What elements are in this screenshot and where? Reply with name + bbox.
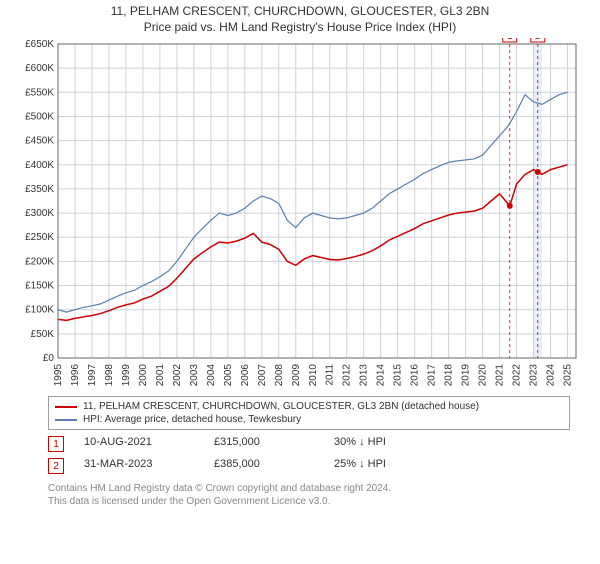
- legend: 11, PELHAM CRESCENT, CHURCHDOWN, GLOUCES…: [48, 396, 570, 430]
- svg-text:2: 2: [535, 38, 541, 42]
- svg-text:2003: 2003: [189, 364, 200, 387]
- svg-text:£650K: £650K: [25, 39, 54, 50]
- svg-text:£300K: £300K: [25, 208, 54, 219]
- svg-text:2023: 2023: [529, 364, 540, 387]
- footer-text: Contains HM Land Registry data © Crown c…: [48, 482, 570, 508]
- legend-label: HPI: Average price, detached house, Tewk…: [83, 414, 301, 425]
- svg-text:2010: 2010: [308, 364, 319, 387]
- svg-text:2005: 2005: [223, 364, 234, 387]
- svg-text:2013: 2013: [359, 364, 370, 387]
- svg-text:2017: 2017: [427, 364, 438, 387]
- annotation-table: 1 10-AUG-2021£315,00030% ↓ HPI 2 31-MAR-202…: [48, 436, 570, 474]
- svg-text:2018: 2018: [444, 364, 455, 387]
- svg-text:£250K: £250K: [25, 232, 54, 243]
- svg-text:2019: 2019: [461, 364, 472, 387]
- svg-text:2016: 2016: [410, 364, 421, 387]
- svg-text:2015: 2015: [393, 364, 404, 387]
- chart-title: 11, PELHAM CRESCENT, CHURCHDOWN, GLOUCES…: [0, 4, 600, 18]
- legend-row: 11, PELHAM CRESCENT, CHURCHDOWN, GLOUCES…: [55, 400, 563, 413]
- footer-line-1: Contains HM Land Registry data © Crown c…: [48, 482, 570, 495]
- chart-subtitle: Price paid vs. HM Land Registry's House …: [0, 20, 600, 34]
- svg-text:1998: 1998: [104, 364, 115, 387]
- chart-area: £0 £50K £100K £150K £200K £250K £300K £350K £400…: [10, 38, 590, 388]
- svg-text:£0: £0: [43, 353, 55, 364]
- svg-text:£450K: £450K: [25, 136, 54, 147]
- svg-text:1: 1: [507, 38, 513, 42]
- svg-text:1996: 1996: [70, 364, 81, 387]
- svg-text:£200K: £200K: [25, 256, 54, 267]
- svg-text:2006: 2006: [240, 364, 251, 387]
- svg-text:£100K: £100K: [25, 305, 54, 316]
- svg-text:£150K: £150K: [25, 281, 54, 292]
- svg-text:2008: 2008: [274, 364, 285, 387]
- legend-label: 11, PELHAM CRESCENT, CHURCHDOWN, GLOUCES…: [83, 401, 479, 412]
- svg-text:2014: 2014: [376, 364, 387, 387]
- annotation-price: £315,000: [214, 436, 334, 452]
- svg-text:£400K: £400K: [25, 160, 54, 171]
- annotation-delta: 25% ↓ HPI: [334, 458, 474, 474]
- svg-text:2004: 2004: [206, 364, 217, 387]
- svg-text:2011: 2011: [325, 364, 336, 386]
- svg-text:2021: 2021: [495, 364, 506, 387]
- svg-text:2009: 2009: [291, 364, 302, 387]
- legend-swatch: [55, 419, 77, 421]
- annotation-cell: 2: [48, 458, 84, 474]
- svg-text:2020: 2020: [478, 364, 489, 387]
- svg-text:£500K: £500K: [25, 111, 54, 122]
- svg-text:£550K: £550K: [25, 87, 54, 98]
- annotation-cell: 1: [48, 436, 84, 452]
- svg-text:2000: 2000: [138, 364, 149, 387]
- svg-text:2025: 2025: [563, 364, 574, 387]
- annotation-delta: 30% ↓ HPI: [334, 436, 474, 452]
- svg-text:2012: 2012: [342, 364, 353, 387]
- annotation-date: 31-MAR-2023: [84, 458, 214, 474]
- svg-text:2002: 2002: [172, 364, 183, 387]
- svg-text:£350K: £350K: [25, 184, 54, 195]
- footer-line-2: This data is licensed under the Open Gov…: [48, 495, 570, 508]
- svg-text:£50K: £50K: [31, 329, 55, 340]
- line-chart-svg: £0 £50K £100K £150K £200K £250K £300K £350K £400…: [10, 38, 590, 388]
- svg-text:2024: 2024: [546, 364, 557, 387]
- svg-text:1997: 1997: [87, 364, 98, 387]
- svg-text:1995: 1995: [53, 364, 64, 387]
- annotation-number-box: 1: [48, 436, 64, 452]
- svg-text:£600K: £600K: [25, 63, 54, 74]
- svg-text:2007: 2007: [257, 364, 268, 387]
- annotation-price: £385,000: [214, 458, 334, 474]
- annotation-number-box: 2: [48, 458, 64, 474]
- legend-swatch: [55, 406, 77, 408]
- svg-text:1999: 1999: [121, 364, 132, 387]
- svg-text:2001: 2001: [155, 364, 166, 387]
- legend-row: HPI: Average price, detached house, Tewk…: [55, 413, 563, 426]
- annotation-date: 10-AUG-2021: [84, 436, 214, 452]
- svg-text:2022: 2022: [512, 364, 523, 387]
